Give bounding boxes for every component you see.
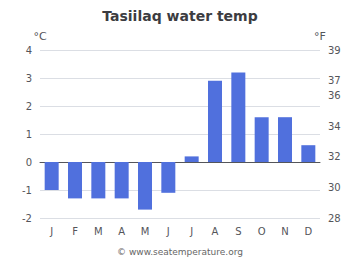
svg-text:-1: -1	[22, 185, 32, 196]
svg-text:39: 39	[328, 45, 341, 56]
svg-text:N: N	[281, 226, 288, 237]
svg-text:A: A	[212, 226, 219, 237]
svg-text:37: 37	[328, 75, 341, 86]
svg-text:3: 3	[26, 73, 32, 84]
svg-text:4: 4	[26, 45, 32, 56]
svg-text:36: 36	[328, 90, 341, 101]
svg-text:© www.seatemperature.org: © www.seatemperature.org	[117, 247, 243, 257]
svg-text:32: 32	[328, 151, 341, 162]
svg-text:0: 0	[26, 157, 32, 168]
svg-text:J: J	[166, 226, 170, 237]
svg-text:O: O	[258, 226, 266, 237]
svg-text:°C: °C	[33, 30, 47, 43]
svg-text:F: F	[72, 226, 78, 237]
svg-text:1: 1	[26, 129, 32, 140]
svg-text:A: A	[118, 226, 125, 237]
svg-text:J: J	[189, 226, 193, 237]
svg-text:2: 2	[26, 101, 32, 112]
svg-text:S: S	[235, 226, 241, 237]
svg-text:M: M	[94, 226, 103, 237]
svg-text:M: M	[141, 226, 150, 237]
svg-text:Tasiilaq water temp: Tasiilaq water temp	[102, 8, 257, 24]
svg-text:-2: -2	[22, 213, 32, 224]
svg-text:J: J	[49, 226, 53, 237]
svg-text:D: D	[304, 226, 312, 237]
svg-text:28: 28	[328, 213, 341, 224]
svg-text:°F: °F	[314, 30, 326, 43]
svg-text:34: 34	[328, 121, 341, 132]
svg-text:30: 30	[328, 182, 341, 193]
